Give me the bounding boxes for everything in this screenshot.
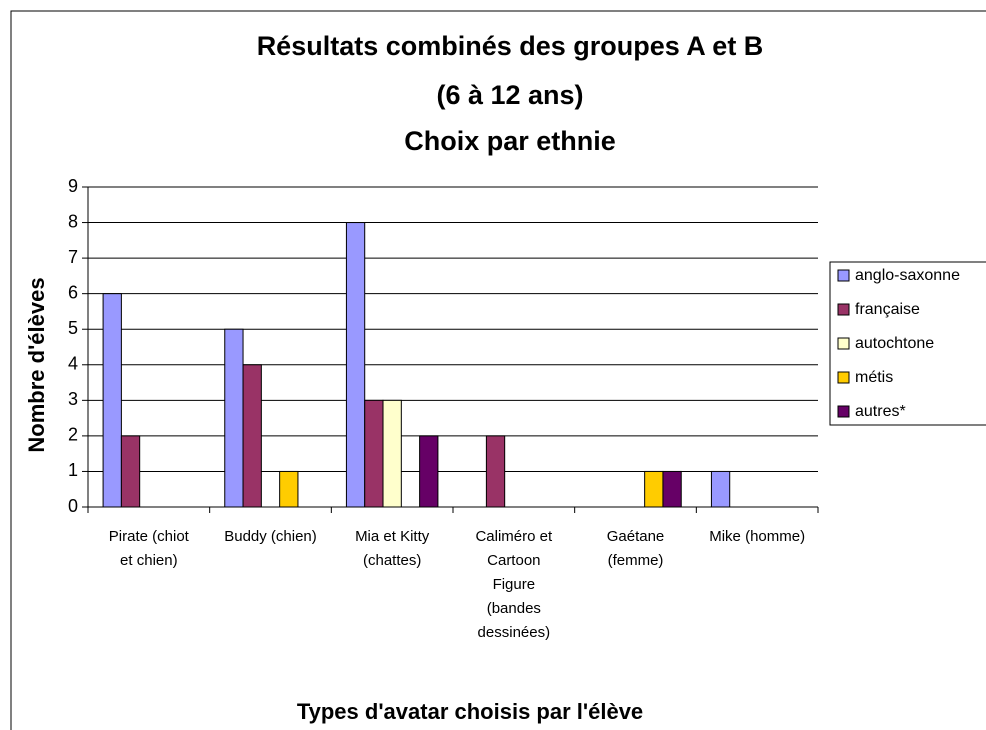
chart-title: Choix par ethnie bbox=[404, 126, 616, 156]
x-tick-label: Pirate (chiot et chien) bbox=[109, 528, 190, 569]
bar bbox=[345, 222, 366, 508]
x-tick-label-line: Cartoon bbox=[487, 552, 540, 569]
bar bbox=[662, 470, 682, 508]
y-tick-label: 5 bbox=[68, 318, 78, 338]
bar bbox=[242, 364, 262, 508]
legend-swatch bbox=[837, 337, 850, 350]
legend-swatch bbox=[837, 269, 850, 282]
bar bbox=[382, 399, 402, 508]
y-tick-label: 7 bbox=[68, 247, 78, 267]
x-tick-label: Mike (homme) bbox=[709, 528, 805, 545]
bar bbox=[102, 293, 122, 508]
y-axis-title: Nombre d'élèves bbox=[24, 277, 49, 452]
legend-swatch bbox=[837, 303, 850, 316]
bar bbox=[710, 470, 731, 508]
y-tick-label: 8 bbox=[68, 211, 78, 231]
bar bbox=[644, 470, 664, 508]
y-tick-label: 3 bbox=[68, 389, 78, 409]
y-tick-label: 4 bbox=[68, 354, 78, 374]
y-tick-label: 6 bbox=[68, 282, 78, 302]
legend-label: autochtone bbox=[855, 335, 934, 352]
legend-label: autres* bbox=[855, 403, 906, 420]
legend-swatch bbox=[837, 371, 850, 384]
bar bbox=[224, 328, 244, 508]
y-tick-label: 1 bbox=[68, 460, 78, 480]
x-tick-label-line: (femme) bbox=[608, 552, 664, 569]
bar bbox=[419, 435, 439, 508]
x-tick-label: Caliméro et Cartoon Figure (bandes dessinées… bbox=[475, 528, 553, 641]
bar bbox=[485, 435, 506, 508]
x-tick-label: Buddy (chien) bbox=[224, 528, 317, 545]
x-tick-label-line: Mike (homme) bbox=[709, 528, 805, 545]
legend-swatch bbox=[837, 405, 850, 418]
x-tick-label-line: Caliméro et bbox=[475, 528, 553, 545]
x-axis-title: Types d'avatar choisis par l'élève bbox=[297, 699, 643, 724]
legend-label: française bbox=[855, 301, 920, 318]
plot-area bbox=[88, 187, 818, 507]
x-tick-label-line: et chien) bbox=[120, 552, 178, 569]
x-tick-label-line: Mia et Kitty bbox=[355, 528, 430, 545]
bar bbox=[279, 470, 299, 508]
x-tick-label-line: Pirate (chiot bbox=[109, 528, 190, 545]
chart-title: (6 à 12 ans) bbox=[436, 80, 583, 110]
legend-label: métis bbox=[855, 369, 893, 386]
x-tick-label: Mia et Kitty (chattes) bbox=[355, 528, 430, 569]
legend-box bbox=[829, 261, 986, 426]
y-tick-label: 0 bbox=[68, 496, 78, 516]
bar bbox=[364, 399, 384, 508]
x-tick-label-line: (bandes bbox=[487, 600, 541, 617]
x-tick-label: Gaétane (femme) bbox=[607, 528, 665, 569]
x-tick-label-line: (chattes) bbox=[363, 552, 421, 569]
y-tick-label: 2 bbox=[68, 425, 78, 445]
x-tick-label-line: Buddy (chien) bbox=[224, 528, 317, 545]
bar bbox=[120, 435, 141, 508]
chart-title: Résultats combinés des groupes A et B bbox=[257, 31, 764, 61]
y-tick-label: 9 bbox=[68, 176, 78, 196]
x-tick-label-line: dessinées) bbox=[478, 624, 551, 641]
legend-label: anglo-saxonne bbox=[855, 267, 960, 284]
x-tick-label-line: Gaétane bbox=[607, 528, 665, 545]
x-tick-label-line: Figure bbox=[493, 576, 536, 593]
